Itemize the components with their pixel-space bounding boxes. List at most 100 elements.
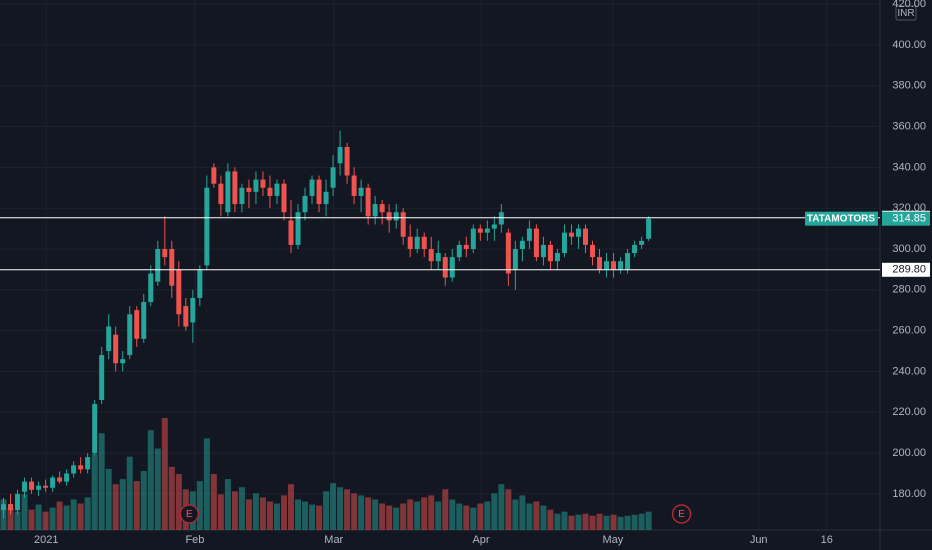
candle-body <box>71 465 77 474</box>
candle-body <box>351 175 357 196</box>
volume-bar <box>28 509 35 530</box>
volume-bar <box>386 505 393 530</box>
volume-bar <box>638 513 645 530</box>
y-tick-label: 300.00 <box>892 243 926 255</box>
candle-body <box>218 183 224 205</box>
candle-body <box>365 187 371 217</box>
volume-bar <box>463 505 470 530</box>
volume-bar <box>491 493 498 530</box>
candle-body <box>29 481 35 490</box>
volume-bar <box>323 491 330 530</box>
candle-body <box>344 146 350 176</box>
x-tick-label: 2021 <box>34 534 58 546</box>
candle-body <box>57 477 63 482</box>
volume-bar <box>147 430 154 530</box>
candle-body <box>379 204 385 213</box>
candle-body <box>169 248 175 286</box>
volume-bar <box>372 499 379 530</box>
volume-bar <box>161 418 168 530</box>
earnings-marker <box>671 504 692 524</box>
volume-bar <box>175 474 182 530</box>
candle-body <box>316 179 322 205</box>
candle-body <box>618 261 624 270</box>
candle-body <box>64 473 70 482</box>
volume-bar <box>287 484 294 530</box>
volume-bar <box>140 470 147 530</box>
volume-bar <box>316 505 323 530</box>
volume-bar <box>252 493 259 530</box>
candle-body <box>43 485 49 488</box>
y-tick-label: 360.00 <box>892 120 926 132</box>
volume-bar <box>365 497 372 530</box>
volume-bar <box>302 501 309 530</box>
candle-body <box>590 244 596 258</box>
symbol-label: TATAMOTORS <box>807 213 875 224</box>
candle-body <box>225 171 231 213</box>
candle-body <box>646 218 652 239</box>
volume-bar <box>63 505 70 530</box>
x-tick-label: 16 <box>821 534 833 546</box>
price-line-label: 289.80 <box>892 264 926 276</box>
volume-bar <box>56 501 63 530</box>
candle-body <box>533 228 539 258</box>
volume-bar <box>379 503 386 530</box>
candle-body <box>36 485 42 490</box>
volume-bar <box>477 503 484 530</box>
volume-bar <box>203 438 210 530</box>
last-price-label: 314.85 <box>892 213 926 225</box>
volume-bar <box>84 497 91 530</box>
candle-body <box>232 171 238 205</box>
volume-bar <box>238 487 245 530</box>
volume-bar <box>561 511 568 530</box>
volume-bar <box>575 514 582 530</box>
candle-body <box>421 236 427 249</box>
candle-body <box>582 228 588 245</box>
volume-bar <box>519 495 526 530</box>
volume-bar <box>231 491 238 530</box>
candle-body <box>554 253 560 262</box>
candle-body <box>141 302 147 339</box>
volume-bar <box>414 501 421 530</box>
candle-body <box>435 253 441 262</box>
volume-bar <box>273 503 280 530</box>
volume <box>0 418 652 530</box>
earnings-marker <box>179 504 200 524</box>
volume-bar <box>484 501 491 530</box>
volume-bar <box>280 495 287 530</box>
y-tick-label: 280.00 <box>892 284 926 296</box>
candle-body <box>449 257 455 278</box>
volume-bar <box>14 511 21 530</box>
currency-box <box>895 5 917 21</box>
volume-bar <box>393 507 400 530</box>
volume-bar <box>119 479 126 530</box>
candle-body <box>393 212 399 221</box>
volume-bar <box>224 479 231 530</box>
candle-body <box>491 224 497 229</box>
price-line-label-box <box>882 262 930 277</box>
volume-bar <box>35 504 42 530</box>
volume-bar <box>428 495 435 530</box>
candle-body <box>309 179 315 196</box>
volume-bar <box>470 507 477 530</box>
y-tick-label: 420.00 <box>892 0 926 10</box>
candle-body <box>639 240 645 245</box>
volume-bar <box>7 507 14 530</box>
y-tick-label: 320.00 <box>892 202 926 214</box>
candle-body <box>330 167 336 188</box>
candle-body <box>134 310 140 339</box>
candle-body <box>120 359 126 364</box>
volume-bar <box>554 513 561 530</box>
candle-body <box>183 306 189 327</box>
candle-body <box>211 167 217 184</box>
x-tick-label: Apr <box>472 534 489 546</box>
volume-bar <box>245 499 252 530</box>
candle-body <box>604 261 610 270</box>
volume-bar <box>624 515 631 530</box>
candle-body <box>561 232 567 254</box>
grid <box>0 0 880 530</box>
candle-body <box>85 457 91 470</box>
volume-bar <box>589 515 596 530</box>
candle-body <box>92 404 98 454</box>
